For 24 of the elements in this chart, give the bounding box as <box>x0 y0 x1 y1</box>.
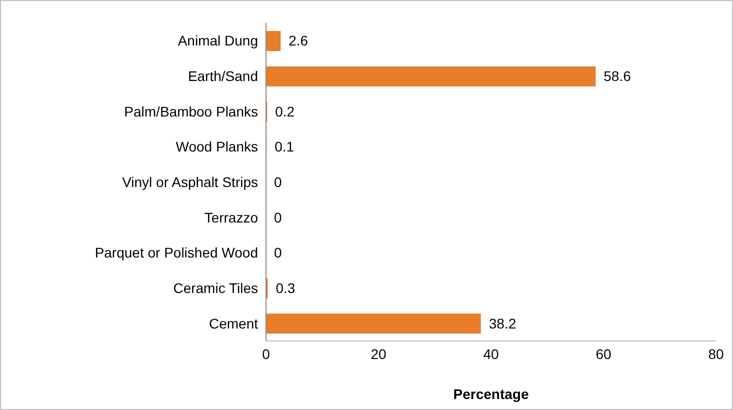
data-label: 0.3 <box>276 280 296 296</box>
y-tick-label: Animal Dung <box>178 32 258 49</box>
x-tick-label: 60 <box>596 346 612 362</box>
y-tick-label: Earth/Sand <box>188 68 258 84</box>
y-tick-label: Wood Planks <box>176 138 258 155</box>
data-label: 38.2 <box>488 315 516 332</box>
data-label: 0 <box>274 209 282 226</box>
data-label: 2.6 <box>288 32 308 49</box>
y-tick-label: Ceramic Tiles <box>173 280 258 296</box>
y-tick-label: Vinyl or Asphalt Strips <box>122 174 258 190</box>
y-tick-label: Palm/Bamboo Planks <box>124 103 258 120</box>
x-tick-label: 0 <box>262 346 270 362</box>
data-label: 0.1 <box>274 138 294 155</box>
y-tick-label: Cement <box>208 315 258 332</box>
y-tick-label: Terrazzo <box>204 209 258 226</box>
x-axis-title: Percentage <box>453 386 529 402</box>
x-tick-label: 40 <box>483 346 499 362</box>
data-label: 0 <box>274 244 282 261</box>
x-tick-label: 20 <box>370 346 386 362</box>
y-tick-label: Parquet or Polished Wood <box>94 244 258 261</box>
data-label: 58.6 <box>604 68 632 84</box>
data-label: 0 <box>274 174 282 190</box>
data-label: 0.2 <box>275 103 295 120</box>
x-tick-label: 80 <box>708 346 724 362</box>
